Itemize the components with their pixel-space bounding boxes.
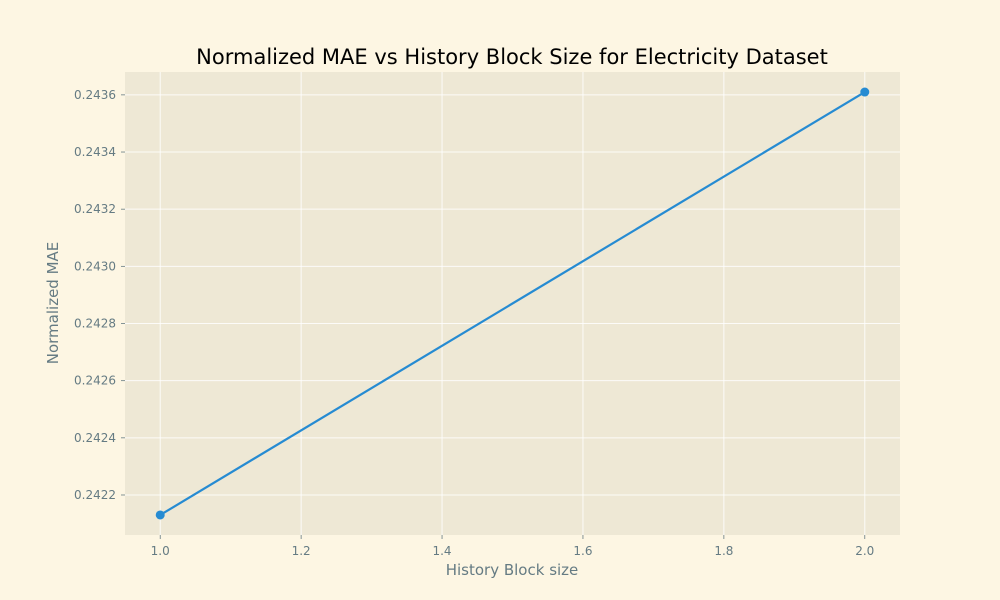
data-point — [860, 87, 870, 97]
y-tick-label: 0.2432 — [74, 202, 116, 216]
x-grid — [159, 72, 866, 535]
x-axis-label: History Block size — [446, 561, 579, 579]
y-tick-label: 0.2430 — [74, 259, 116, 273]
x-tick-label: 1.4 — [432, 544, 451, 558]
series-layer — [155, 87, 870, 520]
y-tick-label: 0.2426 — [74, 374, 116, 388]
y-grid — [125, 94, 900, 496]
x-tick-label: 1.6 — [573, 544, 592, 558]
data-point — [155, 510, 165, 520]
x-tick-label: 1.0 — [151, 544, 170, 558]
chart-title: Normalized MAE vs History Block Size for… — [196, 45, 828, 69]
y-tick-label: 0.2434 — [74, 145, 116, 159]
x-tick-label: 1.2 — [292, 544, 311, 558]
series-line — [159, 90, 866, 517]
y-tick-label: 0.2422 — [74, 488, 116, 502]
y-axis-ticks: 0.2422 0.2424 0.2426 0.2428 0.2430 0.2432 0.24… — [74, 88, 125, 502]
x-tick-label: 2.0 — [855, 544, 874, 558]
y-axis-label: Normalized MAE — [44, 242, 62, 365]
x-axis-ticks: 1.0 1.2 1.4 1.6 1.8 2.0 — [151, 535, 874, 558]
y-tick-label: 0.2436 — [74, 88, 116, 102]
y-tick-label: 0.2424 — [74, 431, 116, 445]
y-tick-label: 0.2428 — [74, 317, 116, 331]
x-tick-label: 1.8 — [714, 544, 733, 558]
